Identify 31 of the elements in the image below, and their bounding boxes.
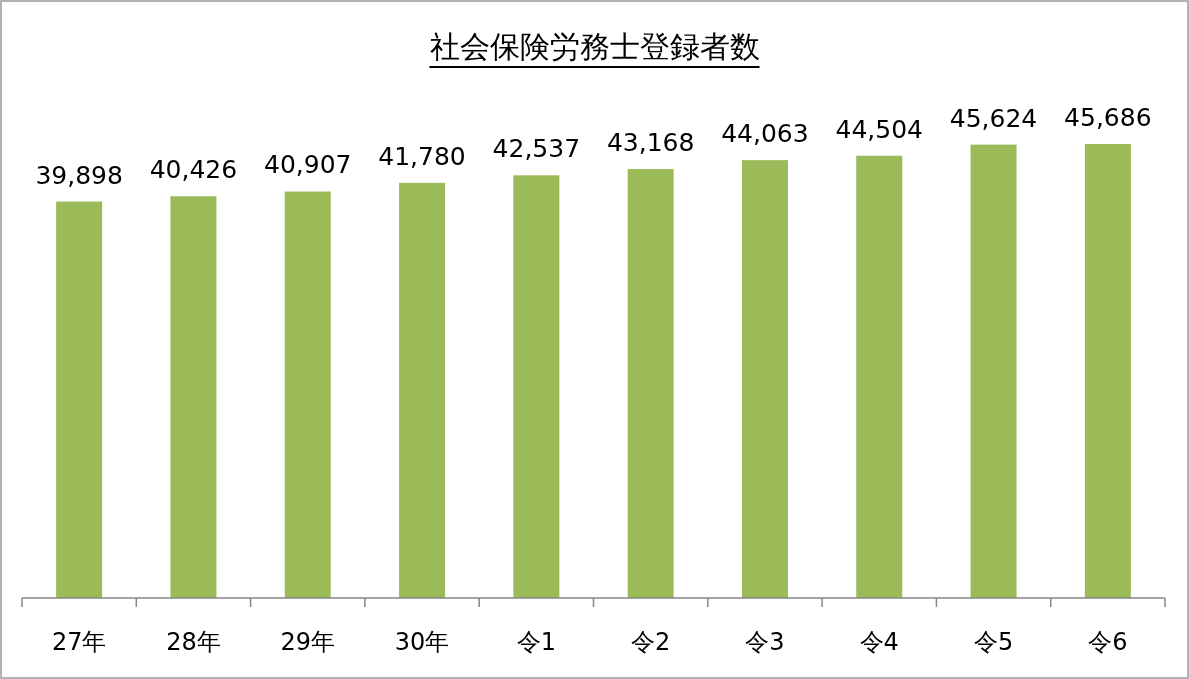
data-label: 45,686 [1064,103,1152,132]
data-label: 41,780 [378,141,466,171]
bar [1084,144,1131,598]
bar [856,155,903,598]
x-tick-label: 令2 [631,628,671,656]
bar [627,169,674,598]
x-tick-label: 令4 [859,628,899,656]
x-tick-label: 30年 [394,628,450,656]
bar [399,182,446,598]
data-label: 40,907 [264,150,352,180]
data-label: 44,504 [835,114,923,144]
bar [170,196,217,598]
x-tick-label: 令6 [1088,628,1128,656]
bar [741,160,788,598]
chart-title: 社会保険労務士登録者数 [429,29,760,64]
bar [284,191,331,598]
x-tick-label: 令3 [745,628,785,656]
x-tick-label: 28年 [166,628,221,656]
data-label: 43,168 [606,128,695,158]
x-tick-label: 29年 [280,628,336,656]
x-tick-label: 令1 [516,628,556,656]
bar [56,201,103,598]
bar [513,175,560,598]
data-label: 40,426 [149,155,238,185]
x-tick-label: 令5 [973,628,1014,656]
data-label: 39,898 [35,160,123,190]
data-label: 44,063 [721,119,809,149]
data-label: 45,624 [949,103,1038,133]
data-label: 42,537 [492,134,581,164]
x-tick-label: 27年 [51,628,107,656]
bar [970,144,1017,598]
